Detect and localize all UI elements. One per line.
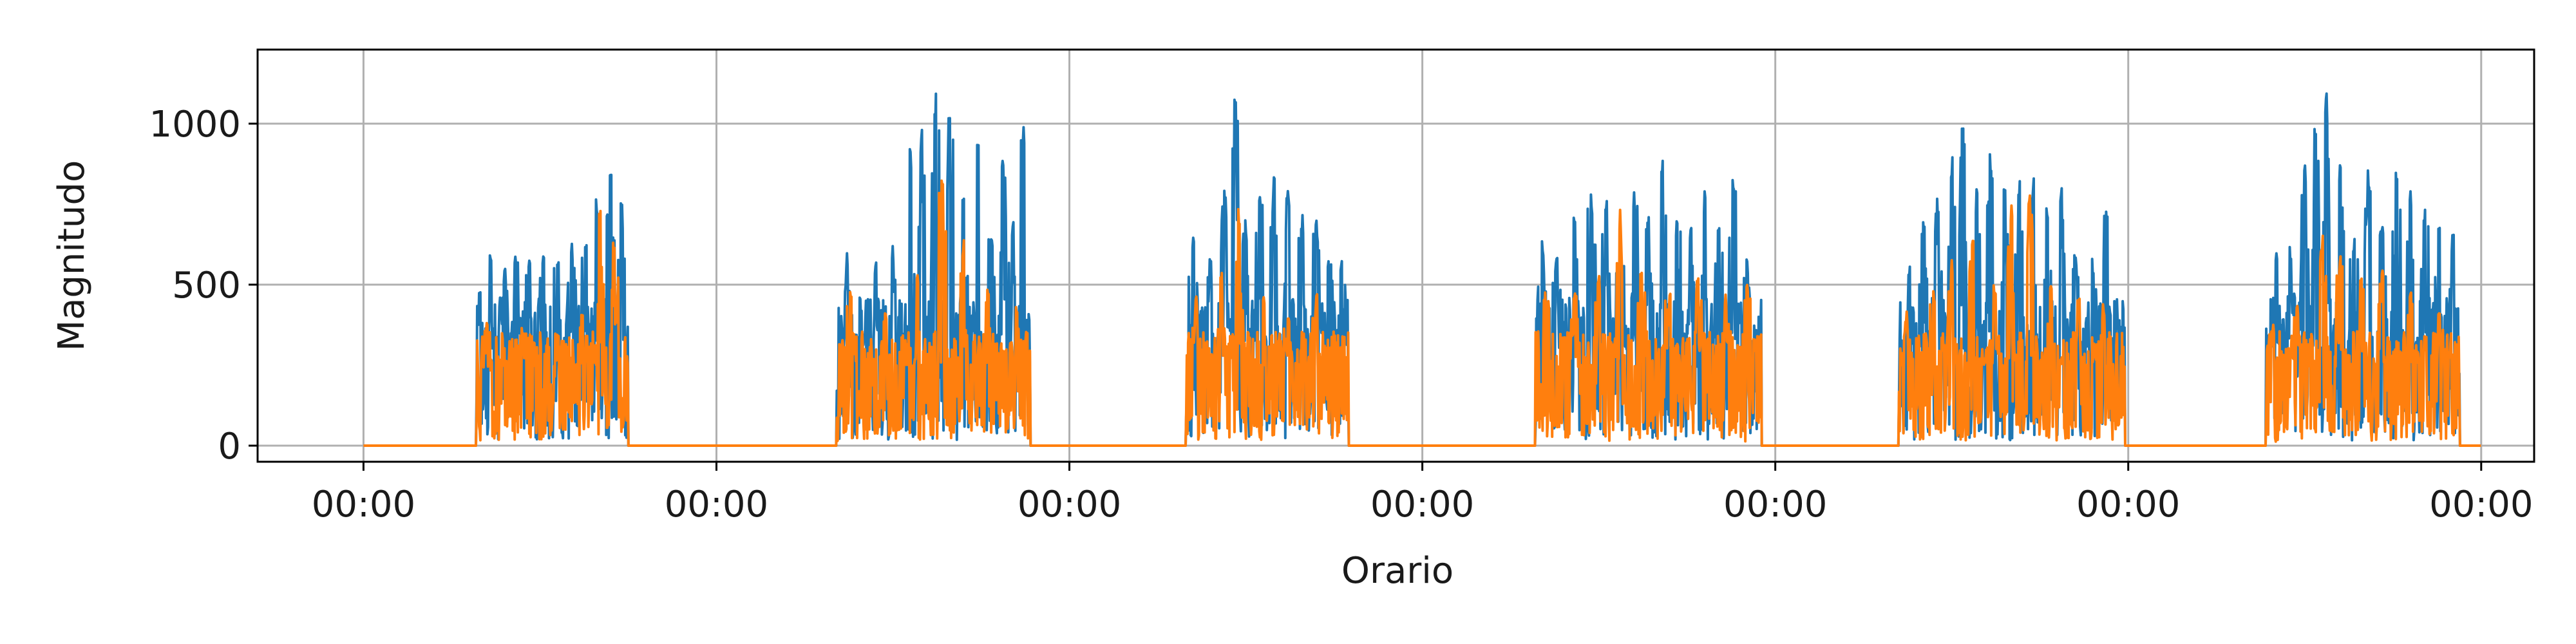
y-tick-label: 500 — [172, 265, 241, 307]
y-axis-label: Magnitudo — [51, 160, 93, 352]
x-tick-label: 00:00 — [1370, 484, 1474, 526]
x-tick-label: 00:00 — [2429, 484, 2533, 526]
x-tick-label: 00:00 — [1723, 484, 1827, 526]
x-tick-label: 00:00 — [1018, 484, 1121, 526]
y-axis: 0 500 1000 — [149, 104, 258, 468]
y-tick-label: 0 — [218, 426, 241, 468]
x-tick-label: 00:00 — [665, 484, 768, 526]
y-tick-label: 1000 — [149, 104, 241, 146]
x-axis: 00:00 00:00 00:00 00:00 00:00 00:00 00:00 — [312, 462, 2533, 526]
plot-frame — [256, 48, 2535, 463]
series-layer — [363, 92, 2482, 447]
series-2-line — [363, 179, 2482, 447]
x-tick-label: 00:00 — [312, 484, 415, 526]
x-tick-label: 00:00 — [2076, 484, 2180, 526]
x-axis-label: Orario — [1341, 550, 1454, 592]
